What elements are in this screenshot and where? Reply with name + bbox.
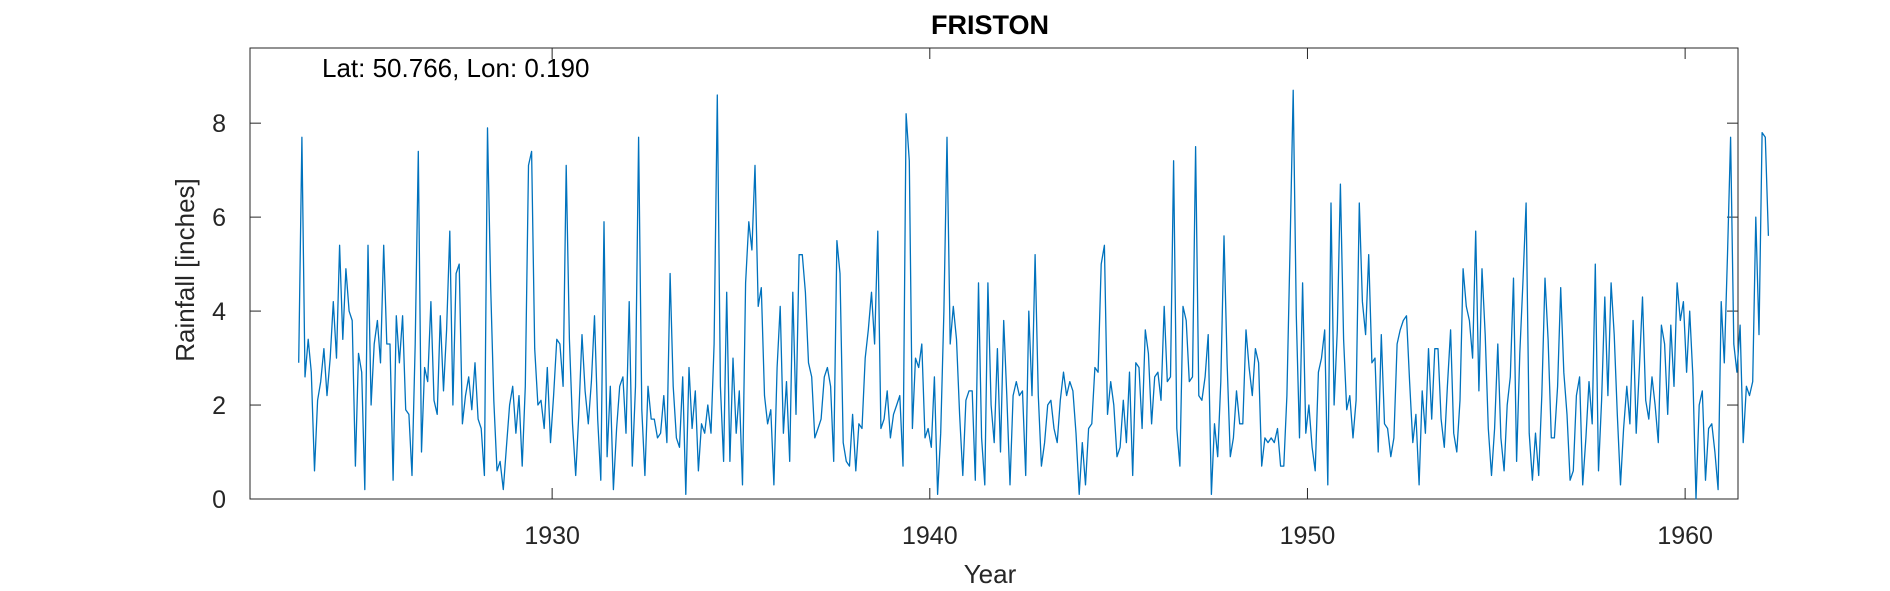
location-annotation: Lat: 50.766, Lon: 0.190 bbox=[322, 53, 589, 83]
y-tick-label: 6 bbox=[212, 204, 226, 232]
x-tick-label: 1930 bbox=[524, 522, 580, 550]
rainfall-series-line bbox=[298, 89, 1770, 500]
y-tick-label: 4 bbox=[212, 298, 226, 326]
chart-title: FRISTON bbox=[931, 10, 1049, 40]
y-tick-label: 8 bbox=[212, 110, 226, 138]
plot-area: 1930 1940 1950 1960 0 2 4 6 8 bbox=[212, 47, 1770, 550]
axes-box bbox=[249, 47, 1739, 500]
axis-ticks: 1930 1940 1950 1960 0 2 4 6 8 bbox=[212, 48, 1738, 550]
x-axis-label: Year bbox=[964, 559, 1017, 589]
y-tick-label: 2 bbox=[212, 392, 226, 420]
x-tick-label: 1940 bbox=[902, 522, 958, 550]
x-tick-label: 1960 bbox=[1657, 522, 1713, 550]
x-tick-label: 1950 bbox=[1280, 522, 1336, 550]
y-axis-label: Rainfall [inches] bbox=[170, 178, 200, 362]
y-tick-label: 0 bbox=[212, 486, 226, 514]
